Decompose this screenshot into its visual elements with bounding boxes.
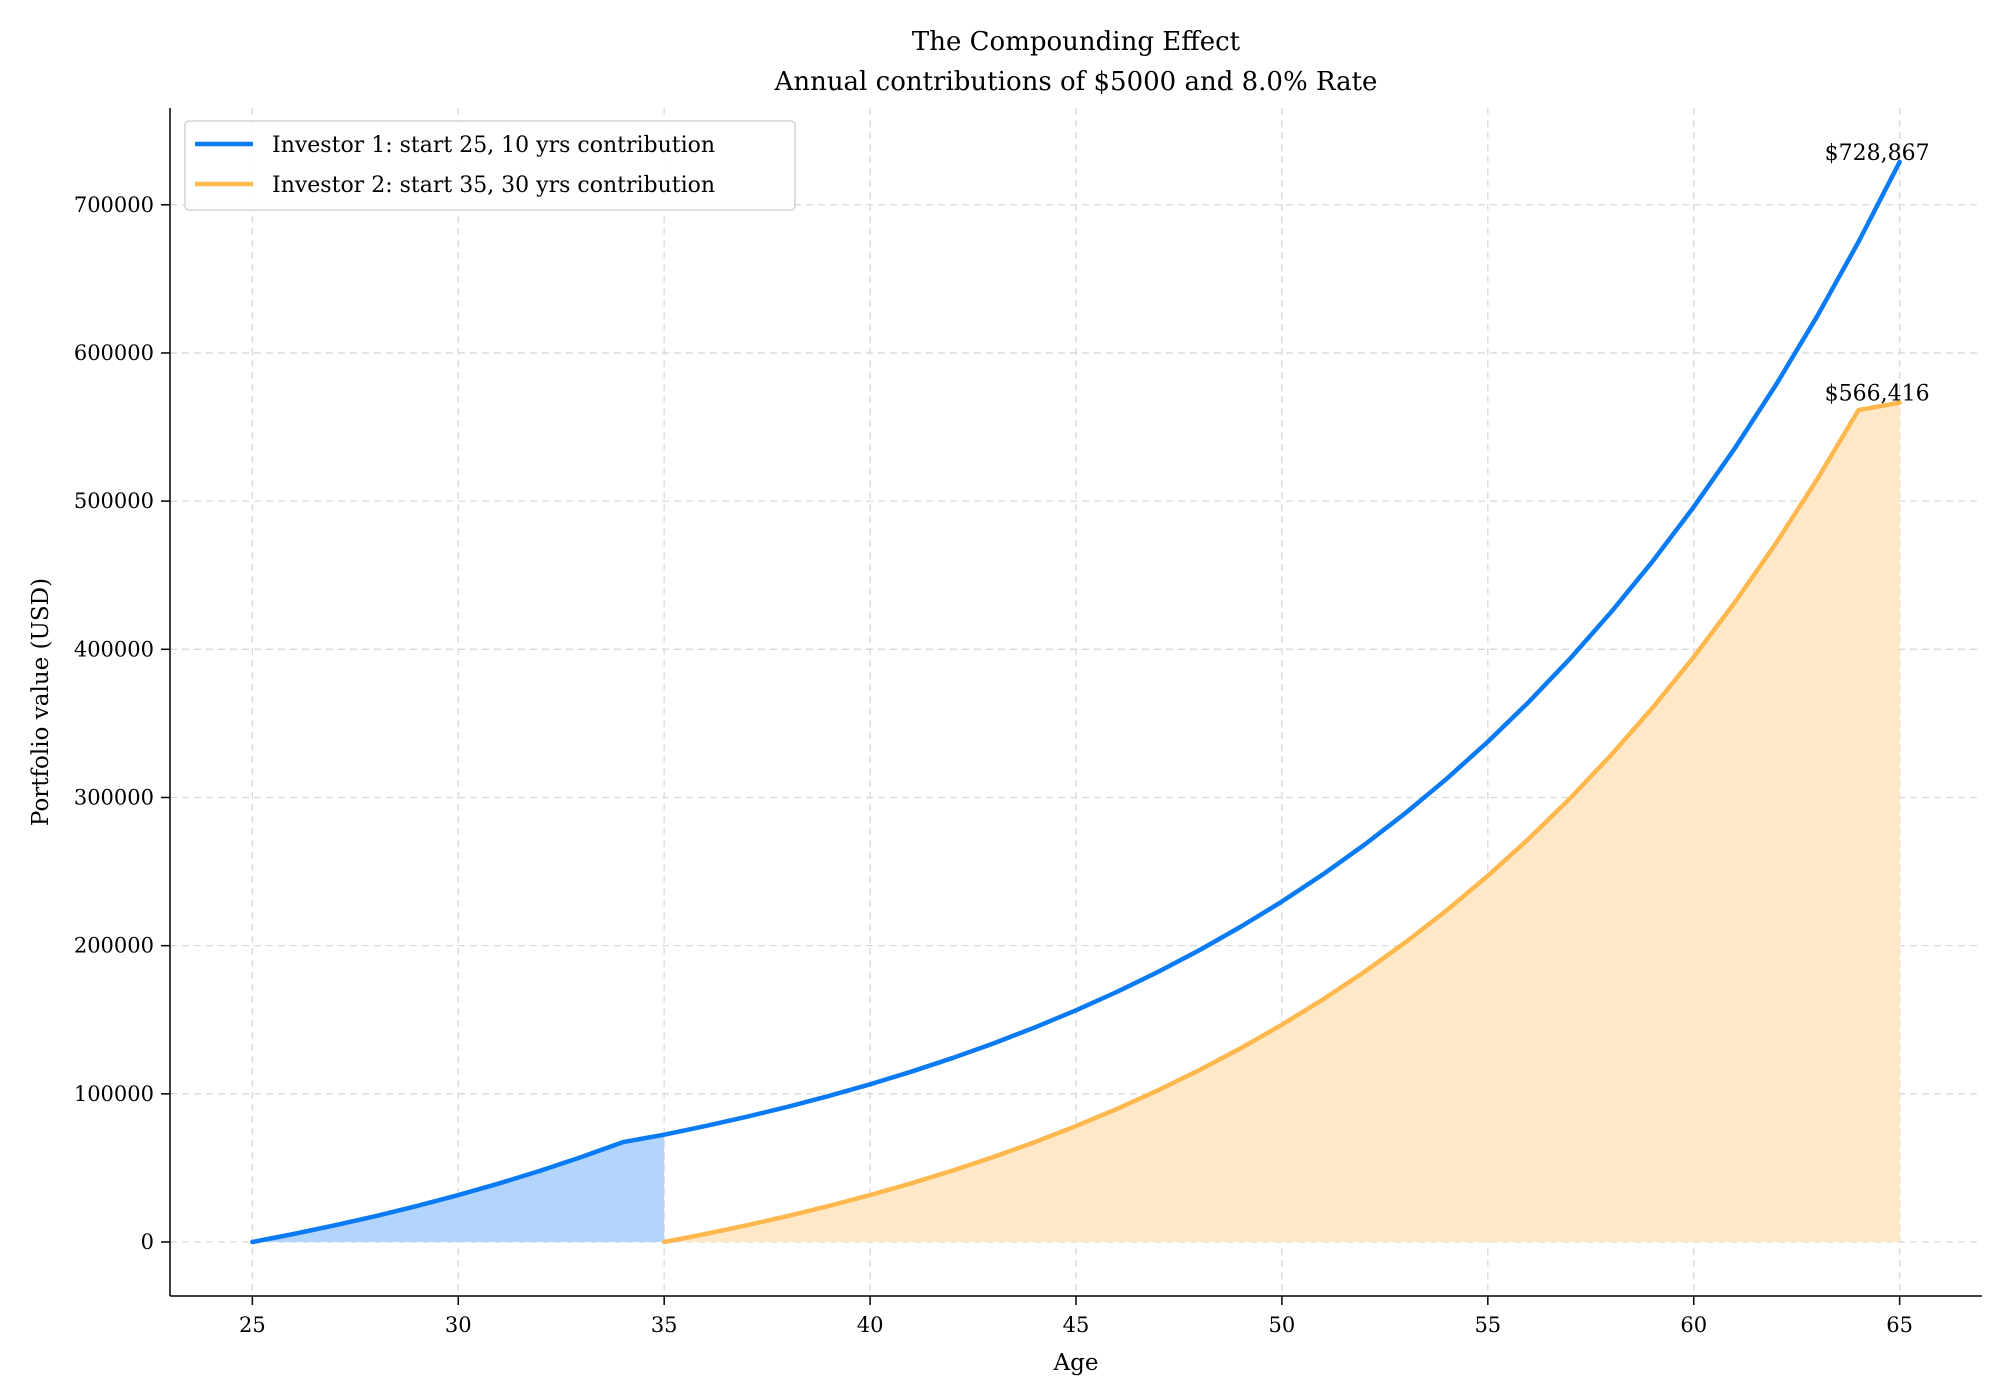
chart-subtitle: Annual contributions of $5000 and 8.0% R… xyxy=(774,67,1378,97)
area-fill-investor-1 xyxy=(252,1134,665,1243)
series-line-investor-2 xyxy=(661,400,1902,1245)
area-fill-investor-2 xyxy=(664,402,1900,1243)
legend-frame xyxy=(184,120,796,211)
axes: 25 30 35 40 45 50 55 60 65 0 100000 200000 300000 400… xyxy=(74,108,1982,1337)
y-tick-label-0: 0 xyxy=(141,1230,154,1254)
x-tick-label-55: 55 xyxy=(1474,1313,1501,1337)
y-tick-label-700000: 700000 xyxy=(74,193,154,217)
end-value-label-investor-1: $728,867 xyxy=(1825,141,1930,166)
x-tick-label-35: 35 xyxy=(651,1313,678,1337)
legend: Investor 1: start 25, 10 yrs contributio… xyxy=(184,120,796,211)
series-line-investor-1 xyxy=(250,159,1902,1245)
y-tick-label-500000: 500000 xyxy=(74,489,154,513)
x-tick-label-65: 65 xyxy=(1886,1313,1913,1337)
y-tick-label-600000: 600000 xyxy=(74,341,154,365)
legend-label-investor-2: Investor 2: start 35, 30 yrs contributio… xyxy=(272,173,715,198)
area-fills xyxy=(252,402,1900,1243)
series-lines xyxy=(250,159,1902,1245)
x-tick-label-60: 60 xyxy=(1680,1313,1707,1337)
y-axis-label: Portfolio value (USD) xyxy=(28,578,54,826)
y-tick-label-200000: 200000 xyxy=(74,934,154,958)
y-tick-label-300000: 300000 xyxy=(74,785,154,809)
chart-title: The Compounding Effect xyxy=(912,27,1241,57)
legend-label-investor-1: Investor 1: start 25, 10 yrs contributio… xyxy=(272,133,715,158)
end-value-label-investor-2: $566,416 xyxy=(1825,382,1930,407)
x-axis-label: Age xyxy=(1053,1350,1099,1376)
y-tick-label-100000: 100000 xyxy=(74,1082,154,1106)
x-tick-label-45: 45 xyxy=(1063,1313,1090,1337)
y-tick-label-400000: 400000 xyxy=(74,637,154,661)
x-tick-label-50: 50 xyxy=(1269,1313,1296,1337)
end-value-annotations: $728,867 $566,416 xyxy=(1825,141,1930,407)
x-tick-label-30: 30 xyxy=(445,1313,472,1337)
x-tick-label-25: 25 xyxy=(239,1313,266,1337)
x-tick-label-40: 40 xyxy=(857,1313,884,1337)
